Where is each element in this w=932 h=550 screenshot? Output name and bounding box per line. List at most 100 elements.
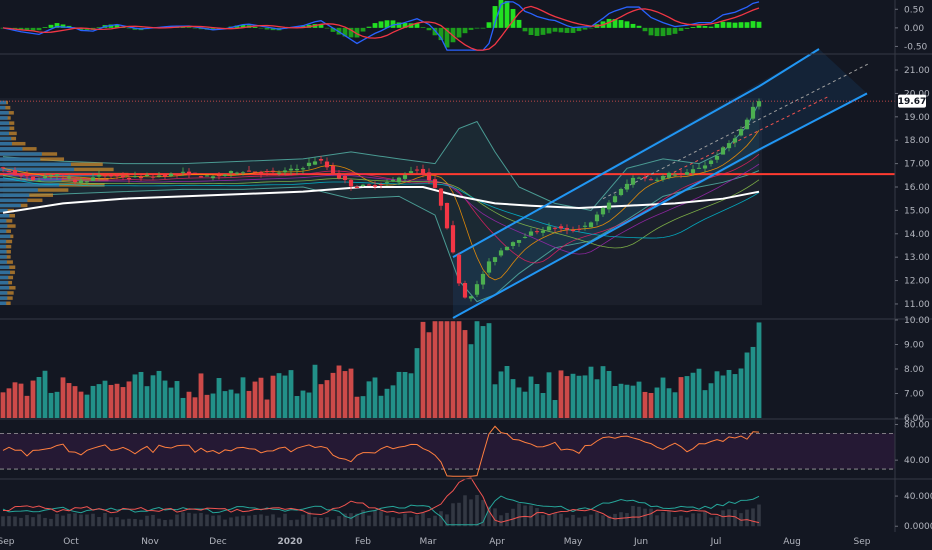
candle-body [162, 174, 168, 177]
candle-body [630, 177, 636, 185]
adx-histogram-bar [409, 517, 413, 527]
volume-bar [120, 387, 126, 418]
volume-profile-bar [0, 214, 10, 218]
macd-tick-label: 0.50 [904, 5, 924, 15]
time-axis-label: Nov [141, 537, 159, 547]
candle-body [660, 176, 666, 180]
adx-histogram-bar [115, 517, 119, 527]
macd-histogram-bar [732, 22, 738, 28]
adx-histogram-bar [625, 513, 629, 527]
volume-profile-bar [0, 111, 9, 115]
volume-bar [216, 378, 222, 418]
volume-bar [168, 387, 174, 418]
time-axis-label: 2020 [277, 537, 302, 547]
volume-profile-bar [0, 136, 12, 141]
volume-pane[interactable] [0, 321, 762, 418]
volume-bar [60, 377, 66, 418]
volume-bar [342, 371, 348, 418]
candle-body [552, 227, 558, 229]
volume-profile-bar [0, 152, 42, 156]
volume-profile-bar [0, 260, 7, 264]
candle-body [390, 179, 396, 182]
volume-bar [282, 375, 288, 418]
price-pane[interactable] [0, 48, 895, 319]
adx-histogram-bar [619, 512, 623, 527]
candle-body [228, 171, 234, 174]
volume-bar [48, 392, 54, 418]
adx-histogram-bar [451, 503, 455, 527]
candle-body [414, 169, 420, 171]
candle-body [42, 176, 48, 178]
macd-histogram-bar [618, 20, 624, 28]
volume-tick-label: 10.00 [904, 316, 930, 326]
price-tick-label: 14.00 [904, 230, 930, 240]
macd-pane[interactable] [0, 0, 762, 51]
adx-histogram-bar [133, 518, 137, 527]
rsi-pane[interactable] [0, 425, 895, 477]
candle-body [576, 228, 582, 230]
price-axis[interactable]: 0.50 0.00 -0.50 21.00 20.00 19.00 18.00 17.00 16… [895, 5, 932, 532]
macd-histogram-bar [510, 8, 516, 28]
macd-histogram-bar [414, 23, 420, 28]
adx-histogram-bar [379, 511, 383, 527]
macd-histogram-bar [126, 27, 132, 29]
candle-body [408, 171, 414, 174]
macd-histogram-bar [696, 25, 702, 28]
adx-histogram-bar [643, 508, 647, 527]
macd-tick-label: -0.50 [904, 42, 928, 52]
candle-body [498, 250, 504, 256]
adx-histogram-bar [325, 517, 329, 527]
macd-histogram-bar [186, 27, 192, 28]
adx-histogram-bar [49, 518, 53, 527]
candle-body [354, 186, 360, 188]
candle-body [426, 172, 432, 181]
last-price-label: 19.67 [898, 97, 926, 107]
volume-bar [378, 395, 384, 418]
adx-histogram-bar [145, 515, 149, 527]
adx-histogram-bar [259, 514, 263, 527]
time-axis-label: Sep [854, 537, 871, 547]
time-axis[interactable]: Sep Oct Nov Dec 2020 Feb Mar Apr May Jun Jul Aug Sep [0, 537, 871, 547]
adx-histogram-bar [271, 514, 275, 527]
macd-histogram-bar [744, 22, 750, 28]
adx-histogram-bar [631, 505, 635, 527]
adx-histogram-bar [475, 494, 479, 527]
volume-profile-bar [0, 244, 7, 249]
volume-bar [336, 365, 342, 418]
volume-profile-bar [0, 291, 8, 295]
macd-histogram-bar [498, 0, 504, 28]
rsi-band [0, 433, 895, 470]
volume-bar [480, 326, 486, 418]
volume-bar [588, 366, 594, 418]
candle-body [666, 172, 672, 178]
candle-body [396, 177, 402, 183]
macd-histogram-bar [564, 27, 570, 33]
adx-histogram-bar [181, 512, 185, 527]
candle-body [342, 175, 348, 181]
price-tick-label: 13.00 [904, 253, 930, 263]
volume-bar [456, 321, 462, 418]
time-axis-label: Feb [355, 537, 371, 547]
adx-histogram-bar [25, 515, 29, 527]
adx-histogram-bar [427, 518, 431, 527]
volume-bar [0, 392, 6, 418]
volume-bar [510, 379, 516, 418]
volume-bar [540, 392, 546, 418]
adx-histogram-bar [571, 514, 575, 527]
candle-body [714, 155, 720, 160]
volume-profile-bar [0, 198, 28, 203]
candle-body [720, 147, 726, 155]
candle-body [234, 172, 240, 174]
macd-histogram-bar [690, 26, 696, 28]
adx-histogram-bar [499, 515, 503, 527]
volume-bar [144, 386, 150, 418]
adx-histogram-bar [637, 506, 641, 527]
adx-histogram-bar [319, 517, 323, 527]
macd-histogram-bar [654, 27, 660, 37]
adx-pane[interactable] [1, 477, 761, 527]
adx-histogram-bar [715, 516, 719, 527]
volume-bar [594, 379, 600, 418]
volume-bar [366, 381, 372, 418]
macd-histogram-bar [462, 27, 468, 34]
